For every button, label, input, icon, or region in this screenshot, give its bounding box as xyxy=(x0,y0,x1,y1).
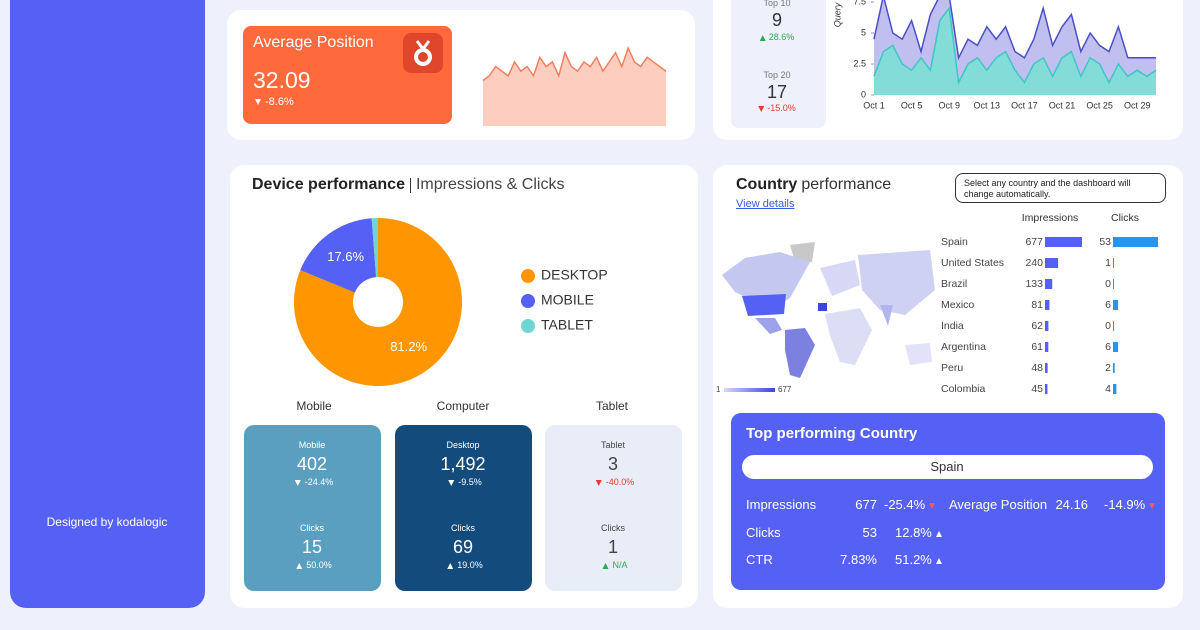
arrow xyxy=(255,99,261,106)
arrow xyxy=(448,479,455,486)
change-text: -40.0% xyxy=(605,477,635,487)
change-text: -14.9% xyxy=(1104,497,1146,512)
change: -14.9% xyxy=(1104,498,1159,511)
arrow xyxy=(602,562,609,569)
title-rest: performance xyxy=(801,176,892,193)
change-text: -8.6% xyxy=(265,96,294,108)
change: 28.6% xyxy=(759,32,795,42)
metric-label: Average Position xyxy=(949,497,1048,512)
tile-label: Clicks xyxy=(300,523,324,533)
title-bold: Country xyxy=(736,176,798,193)
kpi-value: 32.09 xyxy=(253,67,311,93)
change: -15.0% xyxy=(758,104,796,113)
tile-value: 1,492 xyxy=(440,454,486,474)
metric-value: 53 xyxy=(862,525,877,540)
tile-label: Clicks xyxy=(601,523,625,533)
view-details-link[interactable]: View details xyxy=(736,198,795,210)
arrow xyxy=(595,479,602,486)
separator xyxy=(409,177,411,193)
arrow xyxy=(929,502,936,509)
kpi-title: Average Position xyxy=(253,34,374,51)
arrow xyxy=(447,562,454,569)
device-tile xyxy=(244,425,381,591)
rank-panel xyxy=(731,0,826,128)
change-text: -9.5% xyxy=(458,477,482,487)
change: -9.5% xyxy=(444,478,482,487)
note: Select any country and the dashboard wil… xyxy=(955,173,1166,203)
change: -40.0% xyxy=(592,477,635,487)
sidebar xyxy=(10,0,205,608)
column-header: Mobile xyxy=(296,399,332,413)
tile-label: Mobile xyxy=(298,440,326,450)
legend-max: 677 xyxy=(778,385,792,394)
medal-icon xyxy=(403,33,443,73)
metric-value: 677 xyxy=(855,497,877,512)
change: -24.4% xyxy=(291,477,334,487)
change: 12.8% xyxy=(895,526,946,539)
metric-value: 7.83% xyxy=(840,552,877,567)
arrow xyxy=(758,105,765,112)
country-pill xyxy=(742,455,1153,479)
top-country-panel xyxy=(731,413,1165,590)
arrow xyxy=(759,34,766,41)
section-title: Country performance xyxy=(736,177,891,193)
metric-label: Impressions xyxy=(746,497,817,512)
arrow xyxy=(294,479,301,486)
tile-value: 3 xyxy=(607,454,619,474)
rank-value: 9 xyxy=(771,10,783,30)
legend-min: 1 xyxy=(716,385,721,394)
change: N/A xyxy=(598,560,628,570)
change-text: 12.8% xyxy=(895,525,932,540)
change-text: 28.6% xyxy=(768,32,795,42)
tile-value: 402 xyxy=(296,454,328,474)
rank-label: Top 10 xyxy=(763,0,791,8)
title-bold: Device performance xyxy=(252,176,405,193)
credit: Designed by kodalogic xyxy=(46,515,168,529)
change-text: -24.4% xyxy=(304,477,334,487)
arrow xyxy=(1149,502,1156,509)
device-tile xyxy=(545,425,682,591)
title-rest: Impressions & Clicks xyxy=(415,176,565,193)
change: 51.2% xyxy=(895,553,946,566)
panel-title: Top performing Country xyxy=(746,425,918,442)
change-text: -25.4% xyxy=(884,497,926,512)
metric-label: CTR xyxy=(746,552,773,567)
change-text: -15.0% xyxy=(767,103,796,113)
change: 50.0% xyxy=(292,561,332,570)
section-title: Device performance Impressions & Clicks xyxy=(252,177,564,193)
rank-value: 17 xyxy=(766,82,788,102)
column-header: Tablet xyxy=(595,399,629,413)
arrow xyxy=(935,557,942,564)
tile-label: Clicks xyxy=(451,523,475,533)
column-header: Computer xyxy=(436,399,490,413)
arrow xyxy=(935,530,942,537)
change: -8.6% xyxy=(255,97,294,108)
rank-label: Top 20 xyxy=(763,70,791,80)
tile-value: 69 xyxy=(452,537,474,557)
change-text: 19.0% xyxy=(457,560,483,570)
top-country: Spain xyxy=(930,459,964,474)
change: -25.4% xyxy=(884,498,939,511)
change-text: 51.2% xyxy=(895,552,932,567)
tile-label: Tablet xyxy=(600,440,626,450)
change-text: 50.0% xyxy=(306,560,332,570)
arrow xyxy=(296,562,303,569)
metric-label: Clicks xyxy=(746,525,781,540)
tile-value: 15 xyxy=(301,537,323,557)
device-tile xyxy=(395,425,532,591)
change-text: N/A xyxy=(612,560,628,570)
metric-value: 24.16 xyxy=(1055,497,1088,512)
tile-value: 1 xyxy=(607,537,619,557)
change: 19.0% xyxy=(443,561,483,570)
tile-label: Desktop xyxy=(446,440,480,450)
